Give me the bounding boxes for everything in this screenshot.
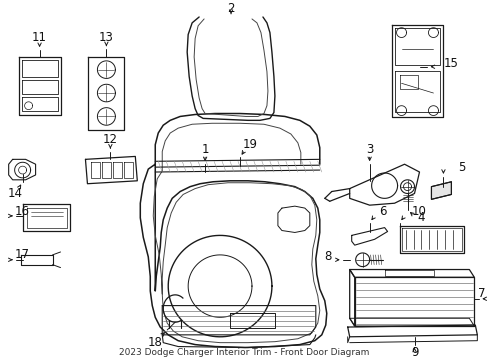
Text: 5: 5 <box>457 161 464 174</box>
Text: 9: 9 <box>410 346 417 359</box>
Text: 15: 15 <box>443 57 458 70</box>
Text: 17: 17 <box>15 248 30 261</box>
Text: 12: 12 <box>102 133 118 147</box>
Polygon shape <box>430 182 450 199</box>
Text: 4: 4 <box>417 211 425 224</box>
Text: 18: 18 <box>147 336 163 349</box>
Text: 11: 11 <box>32 31 47 44</box>
Text: 2: 2 <box>227 2 234 15</box>
Text: 10: 10 <box>411 204 426 217</box>
Text: 13: 13 <box>99 31 114 44</box>
Text: 14: 14 <box>8 187 23 200</box>
Text: 2023 Dodge Charger Interior Trim - Front Door Diagram: 2023 Dodge Charger Interior Trim - Front… <box>119 348 368 357</box>
Text: 6: 6 <box>378 204 386 217</box>
Text: 3: 3 <box>365 143 372 156</box>
Text: 16: 16 <box>15 204 30 217</box>
Text: 19: 19 <box>242 138 257 151</box>
Text: 1: 1 <box>201 143 208 156</box>
Text: 8: 8 <box>324 250 331 264</box>
Text: 7: 7 <box>477 287 484 300</box>
